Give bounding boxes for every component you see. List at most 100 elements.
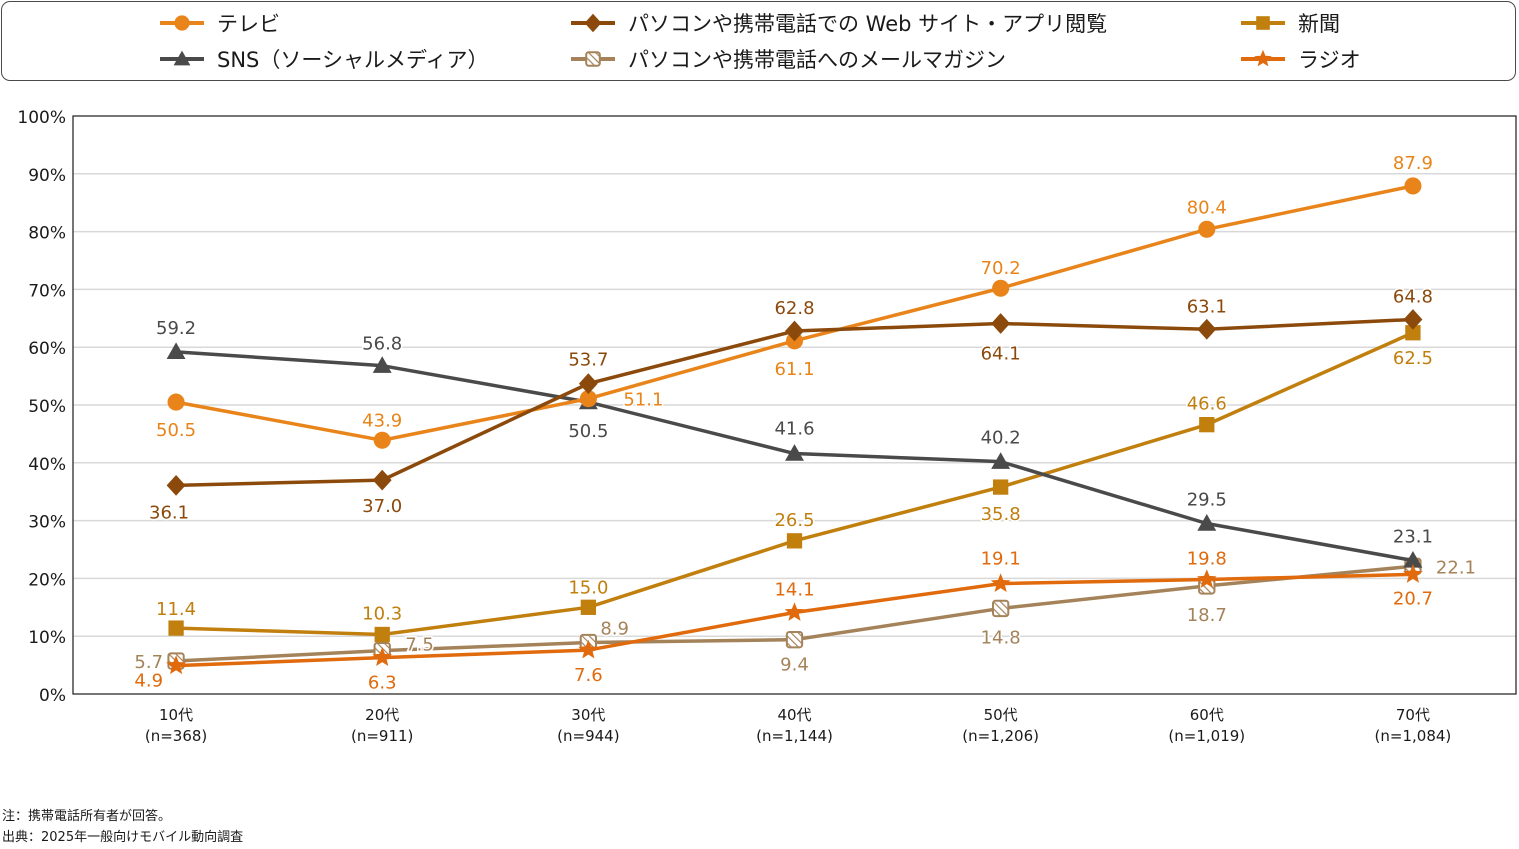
legend-label: ラジオ (1298, 48, 1361, 72)
x-tick-label: 10代 (159, 706, 193, 724)
legend-label: パソコンや携帯電話へのメールマガジン (628, 48, 1006, 72)
legend-label: パソコンや携帯電話での Web サイト・アプリ閲覧 (628, 12, 1108, 36)
legend-square-icon (1241, 16, 1285, 30)
series-3 (168, 325, 1421, 643)
data-label: 10.3 (362, 603, 402, 624)
x-tick-label: 60代 (1190, 706, 1224, 724)
data-label: 53.7 (568, 350, 608, 371)
y-tick-label: 0% (39, 686, 66, 706)
data-point (785, 320, 804, 342)
data-label: 70.2 (981, 258, 1021, 279)
legend-marker (1256, 16, 1270, 30)
data-point (1405, 325, 1421, 341)
legend-marker (1254, 49, 1272, 67)
data-label: 19.8 (1187, 549, 1227, 570)
data-label: 14.1 (774, 580, 814, 601)
data-label: 26.5 (774, 510, 814, 531)
legend-item: SNS（ソーシャルメディア） (159, 44, 488, 74)
x-tick-label: 50代 (984, 706, 1018, 724)
legend-item: テレビ (159, 8, 280, 38)
data-point (168, 620, 184, 636)
y-tick-label: 10% (28, 628, 66, 648)
legend-label: SNS（ソーシャルメディア） (217, 48, 489, 72)
x-tick-sublabel: (n=1,206) (962, 727, 1039, 745)
data-point (579, 390, 597, 408)
data-label: 11.4 (156, 599, 196, 620)
chart-notes: 注：携帯電話所有者が回答。 出典：2025年一般向けモバイル動向調査 (2, 806, 243, 848)
legend-marker (173, 50, 191, 66)
data-label: 9.4 (780, 655, 809, 676)
legend-item: ラジオ (1240, 44, 1361, 74)
data-point (1199, 417, 1215, 433)
y-tick-label: 80% (28, 224, 66, 244)
data-point (785, 631, 804, 649)
data-label: 23.1 (1393, 526, 1433, 547)
data-point (1403, 564, 1423, 583)
data-point (1403, 309, 1423, 330)
data-label: 50.5 (568, 421, 608, 442)
y-tick-label: 30% (28, 513, 66, 533)
series-2 (166, 309, 1423, 496)
data-point (578, 373, 598, 394)
data-point (1198, 220, 1216, 238)
x-tick-label: 20代 (365, 706, 399, 724)
data-point (991, 452, 1011, 469)
x-tick-sublabel: (n=1,084) (1375, 727, 1452, 745)
data-label: 62.5 (1393, 348, 1433, 369)
data-label: 6.3 (368, 673, 397, 694)
data-label: 5.7 (134, 652, 163, 673)
legend-circle-icon (160, 15, 204, 31)
data-label: 29.5 (1187, 489, 1227, 510)
y-tick-label: 50% (28, 397, 66, 417)
legend-label: テレビ (217, 12, 280, 36)
data-label: 7.5 (405, 635, 434, 656)
legend-marker (584, 13, 602, 33)
data-label: 87.9 (1393, 153, 1433, 174)
legend-marker (585, 51, 601, 67)
legend-item: 新聞 (1240, 8, 1340, 38)
legend-label: 新聞 (1298, 12, 1340, 36)
data-point (785, 444, 804, 461)
data-label: 64.1 (981, 344, 1021, 365)
data-label: 46.6 (1187, 394, 1227, 415)
legend-marker (174, 15, 190, 31)
data-label: 15.0 (568, 577, 608, 598)
data-point (786, 533, 803, 549)
x-tick-sublabel: (n=1,019) (1168, 727, 1245, 745)
legend-item: パソコンや携帯電話へのメールマガジン (570, 44, 1006, 74)
data-label: 7.6 (574, 665, 603, 686)
data-point (578, 639, 599, 659)
data-label: 41.6 (774, 419, 814, 440)
data-point (1196, 569, 1217, 588)
data-point (374, 626, 390, 643)
data-label: 20.7 (1393, 588, 1433, 609)
y-tick-label: 40% (28, 455, 66, 475)
data-point (166, 342, 186, 360)
data-label: 19.1 (981, 549, 1021, 570)
data-point (167, 393, 185, 411)
data-label: 50.5 (156, 420, 196, 441)
x-tick-label: 30代 (571, 706, 605, 724)
data-label: 59.2 (156, 318, 196, 339)
data-label: 35.8 (981, 504, 1021, 525)
data-point (1197, 514, 1217, 531)
x-tick-sublabel: (n=1,144) (756, 727, 833, 745)
data-label: 4.9 (134, 671, 163, 692)
data-label: 18.7 (1187, 605, 1227, 626)
data-label: 51.1 (623, 390, 663, 411)
data-point (166, 655, 186, 675)
legend-hatched-square-icon (571, 51, 615, 67)
data-point (992, 279, 1010, 297)
x-tick-sublabel: (n=911) (351, 727, 413, 745)
data-label: 22.1 (1436, 557, 1476, 578)
legend-triangle-icon (160, 50, 204, 66)
data-point (992, 479, 1009, 495)
y-tick-label: 90% (28, 166, 66, 186)
data-label: 8.9 (600, 619, 629, 640)
source-text: 出典：2025年一般向けモバイル動向調査 (2, 830, 244, 845)
plot-frame (72, 115, 1517, 695)
x-tick-sublabel: (n=944) (557, 727, 619, 745)
x-tick-label: 70代 (1396, 706, 1430, 724)
data-point (990, 573, 1011, 592)
y-tick-label: 20% (28, 570, 66, 590)
